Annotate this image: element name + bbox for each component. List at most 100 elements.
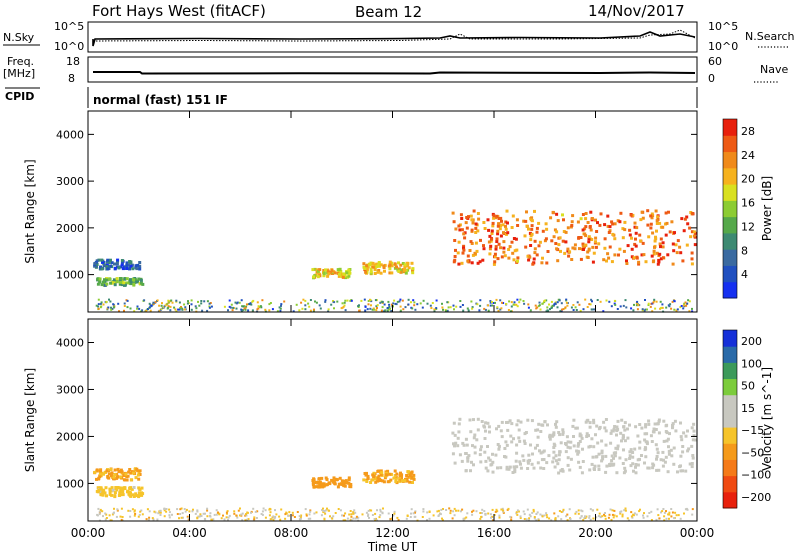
echo-cell xyxy=(666,437,670,441)
echo-cell xyxy=(377,269,381,272)
echo-cell xyxy=(577,509,580,512)
echo-cell xyxy=(123,281,127,285)
echo-cell xyxy=(453,239,457,242)
echo-cell xyxy=(362,262,366,266)
echo-cell xyxy=(523,234,527,238)
echo-cell xyxy=(510,226,514,229)
echo-cell xyxy=(457,262,461,266)
echo-cell xyxy=(408,474,412,478)
nave-tick-top: 60 xyxy=(708,55,722,68)
echo-cell xyxy=(407,266,411,270)
echo-cell xyxy=(622,425,626,429)
echo-cell xyxy=(604,443,608,447)
y-tick-label: 3000 xyxy=(56,383,84,396)
echo-cell xyxy=(466,456,470,460)
echo-cell xyxy=(412,512,415,515)
nsky-panel: N.Sky 10^5 10^0 10^5 10^0 N.Search xyxy=(3,20,795,53)
echo-cell xyxy=(209,514,211,517)
echo-cell xyxy=(241,305,244,308)
echo-cell xyxy=(334,512,337,514)
echo-cell xyxy=(686,302,689,305)
echo-cell xyxy=(347,274,351,278)
echo-cell xyxy=(659,237,663,241)
echo-cell xyxy=(497,217,501,220)
echo-cell xyxy=(650,440,654,443)
echo-cell xyxy=(365,471,368,475)
echo-cell xyxy=(103,280,107,284)
echo-cell xyxy=(387,307,389,309)
echo-cell xyxy=(371,308,374,311)
echo-cell xyxy=(633,221,637,225)
echo-cell xyxy=(371,478,374,482)
colorbar-swatch xyxy=(723,265,737,283)
echo-cell xyxy=(505,465,509,469)
echo-cell xyxy=(324,268,327,272)
echo-cell xyxy=(670,515,673,518)
echo-cell xyxy=(505,421,508,424)
echo-cell xyxy=(376,304,379,307)
echo-cell xyxy=(381,301,384,304)
echo-cell xyxy=(691,456,695,460)
echo-cell xyxy=(352,517,355,520)
echo-cell xyxy=(98,469,102,473)
echo-cell xyxy=(140,509,143,512)
echo-cell xyxy=(234,301,237,304)
echo-cell xyxy=(95,477,98,481)
echo-cell xyxy=(644,423,648,427)
echo-cell xyxy=(188,510,191,513)
echo-cell xyxy=(648,512,651,514)
echo-cell xyxy=(616,219,620,223)
echo-cell xyxy=(206,509,209,512)
echo-cell xyxy=(469,469,472,473)
echo-cell xyxy=(530,216,534,220)
echo-cell xyxy=(118,310,120,313)
echo-cell xyxy=(591,455,595,459)
echo-cell xyxy=(474,241,478,245)
echo-cell xyxy=(555,212,559,216)
echo-cell xyxy=(577,442,580,446)
echo-cell xyxy=(362,478,366,482)
echo-cell xyxy=(630,307,633,310)
echo-cell xyxy=(382,480,386,484)
echo-cell xyxy=(679,435,683,439)
echo-cell xyxy=(673,419,677,423)
echo-cell xyxy=(470,460,473,464)
echo-cell xyxy=(334,477,338,481)
echo-cell xyxy=(681,469,684,473)
echo-cell xyxy=(390,310,393,312)
echo-cell xyxy=(244,519,247,522)
echo-cell xyxy=(104,518,107,521)
echo-cell xyxy=(608,513,611,516)
echo-cell xyxy=(587,247,591,251)
echo-cell xyxy=(559,310,562,313)
echo-cell xyxy=(235,307,238,310)
echo-cell xyxy=(617,253,620,257)
echo-cell xyxy=(261,299,264,302)
echo-cell xyxy=(95,259,99,263)
echo-cell xyxy=(596,441,600,445)
echo-cell xyxy=(320,476,324,480)
colorbar-swatch xyxy=(723,167,737,185)
echo-cell xyxy=(495,240,499,243)
echo-cell xyxy=(512,303,515,306)
echo-cell xyxy=(581,242,585,246)
echo-cell xyxy=(538,301,541,304)
echo-cell xyxy=(247,309,250,312)
echo-cell xyxy=(369,299,372,302)
echo-cell xyxy=(655,447,659,451)
echo-cell xyxy=(513,249,517,253)
echo-cell xyxy=(367,300,370,302)
echo-cell xyxy=(493,260,497,264)
echo-cell xyxy=(484,308,487,311)
echo-cell xyxy=(129,307,132,310)
echo-cell xyxy=(323,517,326,520)
echo-cell xyxy=(662,419,666,423)
echo-cell xyxy=(649,226,653,230)
echo-cell xyxy=(102,303,105,306)
echo-cell xyxy=(639,218,643,222)
echo-cell xyxy=(232,306,235,309)
echo-cell xyxy=(301,307,304,310)
echo-cell xyxy=(578,465,582,469)
echo-cell xyxy=(643,438,647,442)
